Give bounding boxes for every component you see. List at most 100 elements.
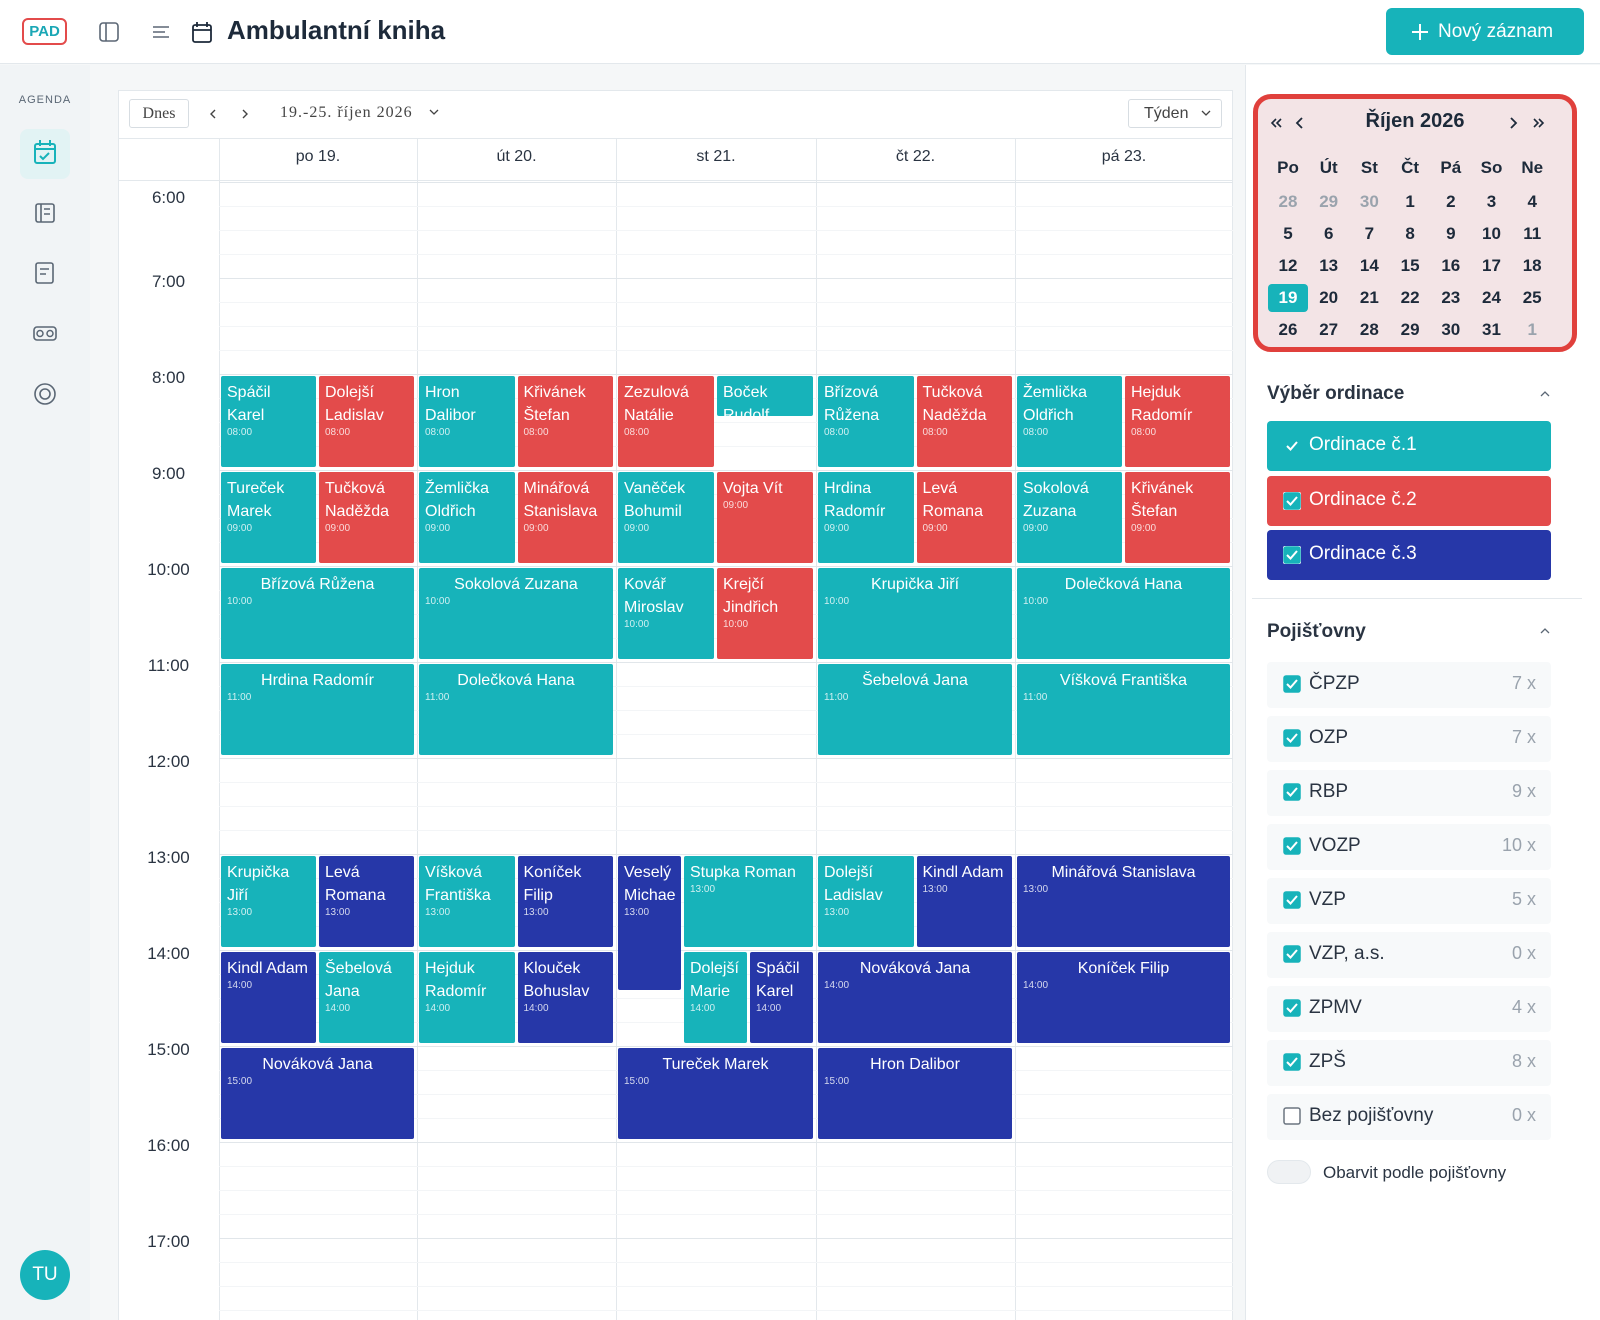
date[interactable]: 21 [1359, 288, 1379, 307]
checkbox[interactable] [1283, 675, 1301, 693]
date[interactable]: 12 [1278, 256, 1298, 275]
view-select[interactable]: Týden [1128, 99, 1222, 128]
checkbox[interactable] [1283, 491, 1301, 510]
checkbox[interactable] [1283, 945, 1301, 963]
date[interactable]: 17 [1482, 256, 1501, 275]
appointment[interactable]: Žemlička Oldřich 09:00 [419, 472, 515, 563]
appointment[interactable]: Kovář Miroslav 10:00 [618, 568, 714, 659]
date[interactable]: 6 [1323, 224, 1334, 243]
date[interactable]: 11 [1523, 224, 1542, 243]
appointment[interactable]: Tučková Naděžda 09:00 [319, 472, 414, 563]
nav-book[interactable] [35, 203, 55, 223]
appointment[interactable]: Dolejší Ladislav 08:00 [319, 376, 414, 467]
date[interactable]: 29 [1400, 320, 1420, 339]
prev-month[interactable] [1295, 117, 1303, 129]
checkbox[interactable] [1283, 546, 1301, 564]
date[interactable]: 18 [1522, 256, 1542, 275]
panel-toggle[interactable] [99, 22, 119, 42]
appointment[interactable]: Vaněček Bohumil 09:00 [618, 472, 714, 563]
appointment[interactable]: Zezulová Natálie 08:00 [618, 376, 714, 467]
date[interactable]: 8 [1405, 224, 1415, 243]
checkbox[interactable] [1283, 891, 1301, 909]
appointment[interactable]: Žemlička Oldřich 08:00 [1017, 376, 1122, 467]
date[interactable]: 31 [1482, 320, 1501, 339]
appointment[interactable]: Minářová Stanislava 09:00 [517, 472, 613, 563]
date[interactable]: 30 [1359, 192, 1379, 211]
date[interactable]: 20 [1319, 288, 1339, 307]
appointment[interactable]: Koníček Filip 13:00 [517, 856, 613, 947]
appointment[interactable]: Dolejší Marie 14:00 [684, 952, 747, 1043]
checkbox[interactable] [1283, 1053, 1301, 1071]
date[interactable]: 23 [1441, 288, 1461, 307]
appointment[interactable]: Krupička Jiří 13:00 [221, 856, 316, 947]
collapse[interactable] [1540, 628, 1550, 634]
date[interactable]: 1 [1405, 192, 1415, 211]
date[interactable]: 27 [1319, 320, 1339, 339]
date[interactable]: 2 [1446, 192, 1456, 211]
nav-active[interactable] [20, 129, 70, 179]
appointment[interactable]: Vojta Vít 09:00 [717, 472, 813, 563]
date[interactable]: 22 [1400, 288, 1420, 307]
appointment[interactable]: Nováková Jana 14:00 [818, 952, 1012, 1043]
date[interactable]: 28 [1359, 320, 1379, 339]
appointment[interactable]: Křivánek Štefan 09:00 [1125, 472, 1230, 563]
appointment[interactable]: Nováková Jana 15:00 [221, 1048, 414, 1139]
nav-card[interactable] [33, 326, 57, 341]
appointment[interactable]: Šebelová Jana 14:00 [319, 952, 414, 1043]
appointment[interactable]: Sokolová Zuzana 09:00 [1017, 472, 1122, 563]
appointment[interactable]: Tureček Marek 15:00 [618, 1048, 813, 1139]
appointment[interactable]: Minářová Stanislava 13:00 [1017, 856, 1230, 947]
appointment[interactable]: Křivánek Štefan 08:00 [517, 376, 613, 467]
checkbox[interactable] [1283, 437, 1301, 455]
date[interactable]: 4 [1527, 192, 1537, 211]
appointment[interactable]: Krejčí Jindřich 10:00 [717, 568, 813, 659]
date[interactable]: 24 [1482, 288, 1501, 307]
date[interactable]: 3 [1486, 192, 1497, 211]
date[interactable]: 29 [1319, 192, 1339, 211]
date[interactable]: 13 [1319, 256, 1339, 275]
date[interactable]: 15 [1400, 256, 1420, 275]
checkbox[interactable] [1283, 729, 1301, 747]
nav-help[interactable] [34, 383, 56, 405]
date[interactable]: 7 [1364, 224, 1375, 243]
appointment[interactable]: Dolečková Hana 11:00 [419, 664, 613, 755]
appointment[interactable]: Tučková Naděžda 08:00 [916, 376, 1012, 467]
next-year[interactable] [1533, 118, 1545, 128]
appointment[interactable]: Veselý Michae 13:00 [618, 856, 681, 991]
appointment[interactable]: Víšková Františka 11:00 [1017, 664, 1230, 755]
prev-year[interactable] [1270, 118, 1282, 128]
date-range[interactable]: 19.-25. říjen 2026 [280, 104, 413, 121]
appointment[interactable]: Levá Romana 09:00 [916, 472, 1012, 563]
appointment[interactable]: Sokolová Zuzana 10:00 [419, 568, 613, 659]
next-month[interactable] [1510, 117, 1518, 129]
appointment[interactable]: Hron Dalibor 08:00 [419, 376, 515, 467]
appointment[interactable]: Hejduk Radomír 08:00 [1125, 376, 1230, 467]
toggle[interactable] [1267, 1160, 1311, 1184]
collapse[interactable] [1540, 391, 1550, 397]
avatar[interactable]: TU [20, 1250, 70, 1300]
date[interactable]: 30 [1441, 320, 1461, 339]
appointment[interactable]: Tureček Marek 09:00 [221, 472, 316, 563]
appointment[interactable]: Šebelová Jana 11:00 [818, 664, 1012, 755]
appointment[interactable]: Klouček Bohuslav 14:00 [517, 952, 613, 1043]
date[interactable]: 5 [1283, 224, 1293, 243]
appointment[interactable]: Kindl Adam 14:00 [221, 952, 316, 1043]
menu-icon[interactable] [153, 26, 169, 38]
logo[interactable]: PAD [22, 18, 67, 45]
next[interactable] [242, 109, 248, 119]
checkbox[interactable] [1283, 999, 1301, 1017]
appointment[interactable]: Hrdina Radomír 11:00 [221, 664, 414, 755]
date[interactable]: 14 [1359, 256, 1379, 275]
date[interactable]: 28 [1278, 192, 1298, 211]
appointment[interactable]: Stupka Roman 13:00 [684, 856, 813, 947]
appointment[interactable]: Kindl Adam 13:00 [916, 856, 1012, 947]
date[interactable]: 25 [1522, 288, 1542, 307]
appointment[interactable]: Boček Rudolf [717, 376, 813, 417]
date[interactable]: 10 [1482, 224, 1501, 243]
nav-report[interactable] [35, 262, 54, 284]
appointment[interactable]: Břízová Růžena 08:00 [818, 376, 914, 467]
appointment[interactable]: Krupička Jiří 10:00 [818, 568, 1012, 659]
date[interactable]: 16 [1441, 256, 1461, 275]
date[interactable]: 1 [1527, 320, 1537, 339]
appointment[interactable]: Dolejší Ladislav 13:00 [818, 856, 914, 947]
